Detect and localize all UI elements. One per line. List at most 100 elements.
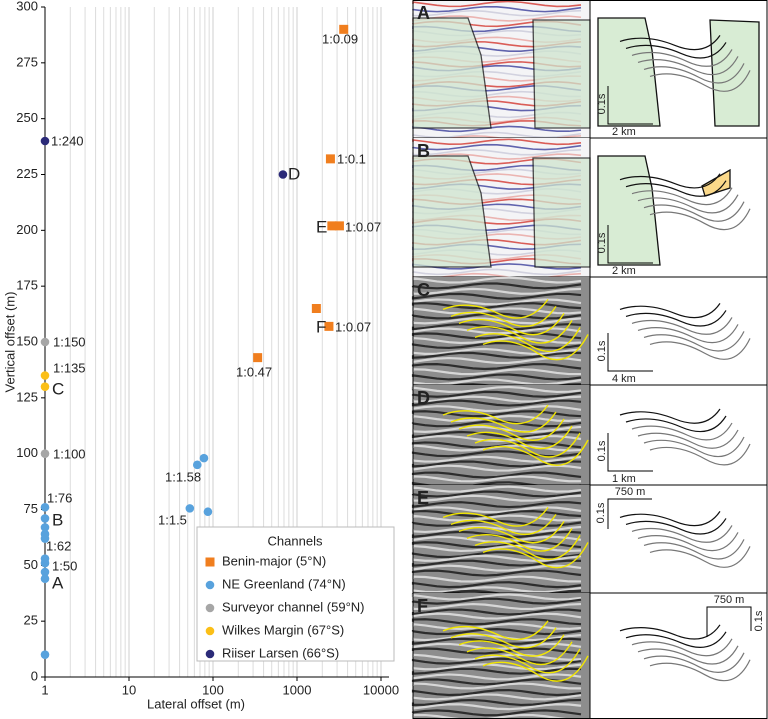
interpreted-line <box>643 63 745 84</box>
distance-scale: 750 m <box>615 486 646 498</box>
marker <box>40 337 50 347</box>
reflector <box>411 608 582 616</box>
reflector <box>411 506 582 514</box>
scale-bar <box>607 225 653 264</box>
time-scale: 0.1s <box>596 440 608 461</box>
reflector <box>411 501 582 509</box>
y-tick-label: 300 <box>16 0 38 13</box>
interpreted-line <box>619 511 721 527</box>
reflector <box>411 332 582 340</box>
reflector <box>411 292 582 300</box>
reflector <box>411 618 582 626</box>
reflector <box>411 373 582 381</box>
yellow-line <box>458 634 565 657</box>
marker <box>40 382 50 391</box>
reflector <box>411 602 582 611</box>
marker <box>339 24 349 34</box>
panel-label: B <box>417 141 430 161</box>
reflector <box>411 435 582 443</box>
marker <box>40 534 50 543</box>
sketch-block <box>701 168 731 197</box>
x-tick-label: 1000 <box>283 682 312 697</box>
reflector <box>411 593 582 601</box>
marker <box>40 567 50 577</box>
y-tick-label: 275 <box>16 54 38 69</box>
reflector <box>411 525 582 534</box>
reflector <box>411 405 582 413</box>
interpreted-line <box>625 180 727 197</box>
reflector <box>411 464 582 472</box>
legend-box <box>196 526 395 662</box>
interpreted-line <box>637 324 739 344</box>
marker <box>40 514 50 523</box>
panel: D 0.1s 1 km <box>411 385 767 489</box>
reflector <box>411 634 582 642</box>
distance-scale: 4 km <box>612 373 636 385</box>
time-scale: 0.1s <box>596 340 608 361</box>
scale-bar <box>607 433 653 472</box>
reflector <box>411 551 582 559</box>
reflector <box>411 385 582 394</box>
marker <box>185 504 195 513</box>
reflector <box>411 475 582 483</box>
reflector <box>411 519 582 527</box>
panel: F 750 m 0.1s <box>411 593 767 719</box>
yellow-line <box>474 648 581 674</box>
reflector <box>411 282 582 290</box>
interpreted-line <box>643 201 745 222</box>
marker <box>203 507 213 517</box>
reflector <box>411 657 582 665</box>
interpreted-line <box>619 408 721 424</box>
marker <box>334 221 344 231</box>
annotation: D <box>288 164 300 183</box>
interpreted-line <box>631 49 733 67</box>
yellow-line <box>482 439 589 467</box>
marker <box>205 557 215 567</box>
marker <box>205 649 215 659</box>
marker <box>40 574 50 584</box>
yellow-line <box>450 411 557 433</box>
y-tick-label: 225 <box>16 166 38 181</box>
reflector <box>412 149 582 156</box>
interpreted-line <box>637 532 739 552</box>
reflector <box>411 703 582 711</box>
y-tick-label: 150 <box>16 333 38 348</box>
reflector <box>412 0 582 8</box>
marker <box>40 523 50 532</box>
annotation: 1:0.09 <box>322 31 358 46</box>
scale-bar <box>607 498 652 529</box>
annotation: F <box>316 317 326 336</box>
marker <box>192 460 202 470</box>
marker <box>40 650 50 659</box>
yellow-line <box>482 542 589 569</box>
interpreted-line <box>649 659 751 682</box>
reflector <box>411 509 582 518</box>
yellow-line <box>482 334 589 361</box>
interpreted-line <box>631 525 733 543</box>
marker <box>40 371 50 380</box>
panel: E 750 m 0.1s <box>411 485 767 597</box>
legend-label: NE Greenland (74°N) <box>222 576 346 591</box>
reflector <box>411 399 582 407</box>
legend-label: Wilkes Margin (67°S) <box>222 622 344 637</box>
marker <box>40 558 50 568</box>
reflector <box>411 341 582 350</box>
annotation: B <box>52 510 63 529</box>
y-axis-label: Vertical offset (m) <box>2 292 17 393</box>
marker <box>205 603 215 613</box>
x-tick-label: 100 <box>202 682 224 697</box>
reflector <box>412 5 582 13</box>
reflector <box>411 622 582 631</box>
interpreted-line <box>625 631 727 648</box>
annotation: 1:0.47 <box>236 364 272 379</box>
reflector <box>411 312 582 320</box>
annotation: 1:62 <box>46 538 71 553</box>
reflector <box>411 653 582 661</box>
interpreted-line <box>637 645 739 665</box>
scale-bar <box>607 86 653 125</box>
legend-label: Benin-major (5°N) <box>222 553 326 568</box>
reflector <box>411 455 582 463</box>
annotation: 1:1.58 <box>165 469 201 484</box>
annotation: 1:100 <box>53 446 86 461</box>
y-tick-label: 200 <box>16 222 38 237</box>
